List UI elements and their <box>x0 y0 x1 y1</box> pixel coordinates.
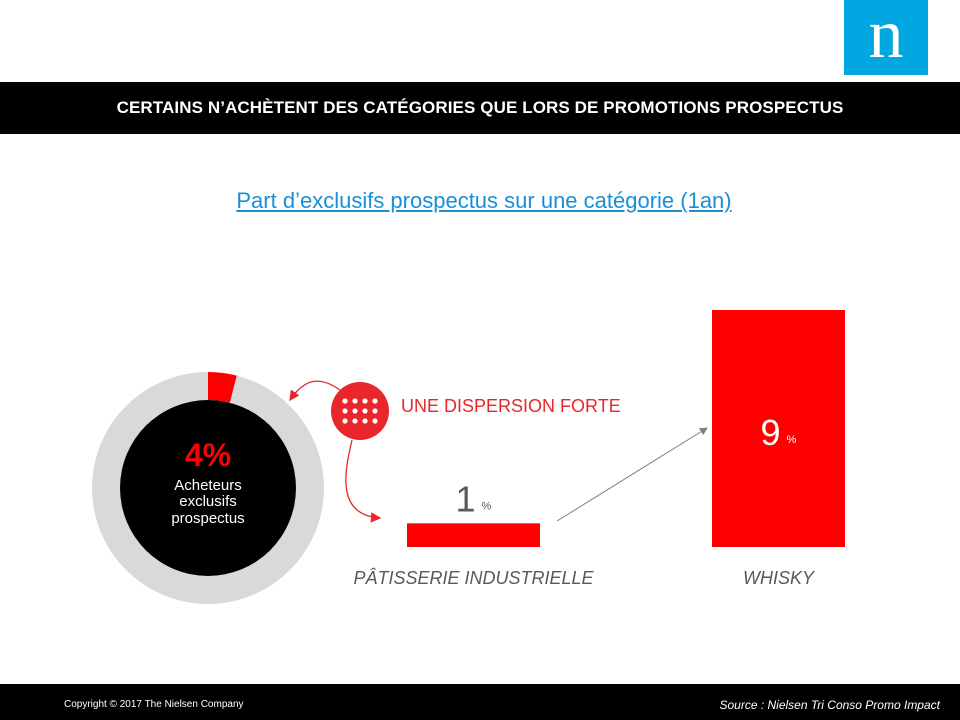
title-bar: CERTAINS N’ACHÈTENT DES CATÉGORIES QUE L… <box>0 82 960 134</box>
copyright-text: Copyright © 2017 The Nielsen Company <box>64 699 244 710</box>
icon-dot <box>372 418 378 424</box>
icon-dot <box>352 398 358 404</box>
bar-0 <box>407 523 540 547</box>
footer: Copyright © 2017 The Nielsen Company Sou… <box>0 684 960 720</box>
icon-dot <box>352 408 358 414</box>
donut-chart <box>91 372 324 605</box>
dots-grid-icon <box>331 382 389 440</box>
bar-chart: 1 % PÂTISSERIE INDUSTRIELLE 9 % WHISKY <box>353 310 845 588</box>
arrow-to-donut <box>289 380 341 402</box>
donut-label-line-1: Acheteurs <box>174 477 242 494</box>
donut-label-line-2: exclusifs <box>179 493 237 510</box>
icon-dot <box>342 418 348 424</box>
trend-arrow <box>556 427 708 522</box>
bar-value-label-1: 9 <box>760 412 780 453</box>
donut-label-line-3: prospectus <box>171 510 244 527</box>
icon-dot <box>372 408 378 414</box>
donut-slice-highlight <box>208 372 237 403</box>
donut-center-value: 4% <box>185 437 231 473</box>
bar-value-label-0: 1 <box>455 478 475 519</box>
arrow-to-bar <box>345 439 382 523</box>
source-text: Source : Nielsen Tri Conso Promo Impact <box>719 698 940 712</box>
icon-dot <box>362 408 368 414</box>
page-title: CERTAINS N’ACHÈTENT DES CATÉGORIES QUE L… <box>116 98 844 117</box>
category-label-0: PÂTISSERIE INDUSTRIELLE <box>353 568 594 588</box>
icon-dot <box>342 408 348 414</box>
icon-dot <box>362 398 368 404</box>
icon-dot <box>362 418 368 424</box>
annotation-label: UNE DISPERSION FORTE <box>401 396 621 416</box>
category-label-1: WHISKY <box>743 568 816 588</box>
icon-dot <box>342 398 348 404</box>
bar-unit-label-0: % <box>482 500 492 512</box>
nielsen-logo: n <box>844 0 928 75</box>
logo-letter: n <box>868 0 904 73</box>
icon-dot <box>372 398 378 404</box>
bar-1 <box>712 310 845 547</box>
chart-title: Part d’exclusifs prospectus sur une caté… <box>236 188 732 213</box>
donut-hole <box>120 400 296 576</box>
bar-unit-label-1: % <box>787 434 797 446</box>
icon-dot <box>352 418 358 424</box>
